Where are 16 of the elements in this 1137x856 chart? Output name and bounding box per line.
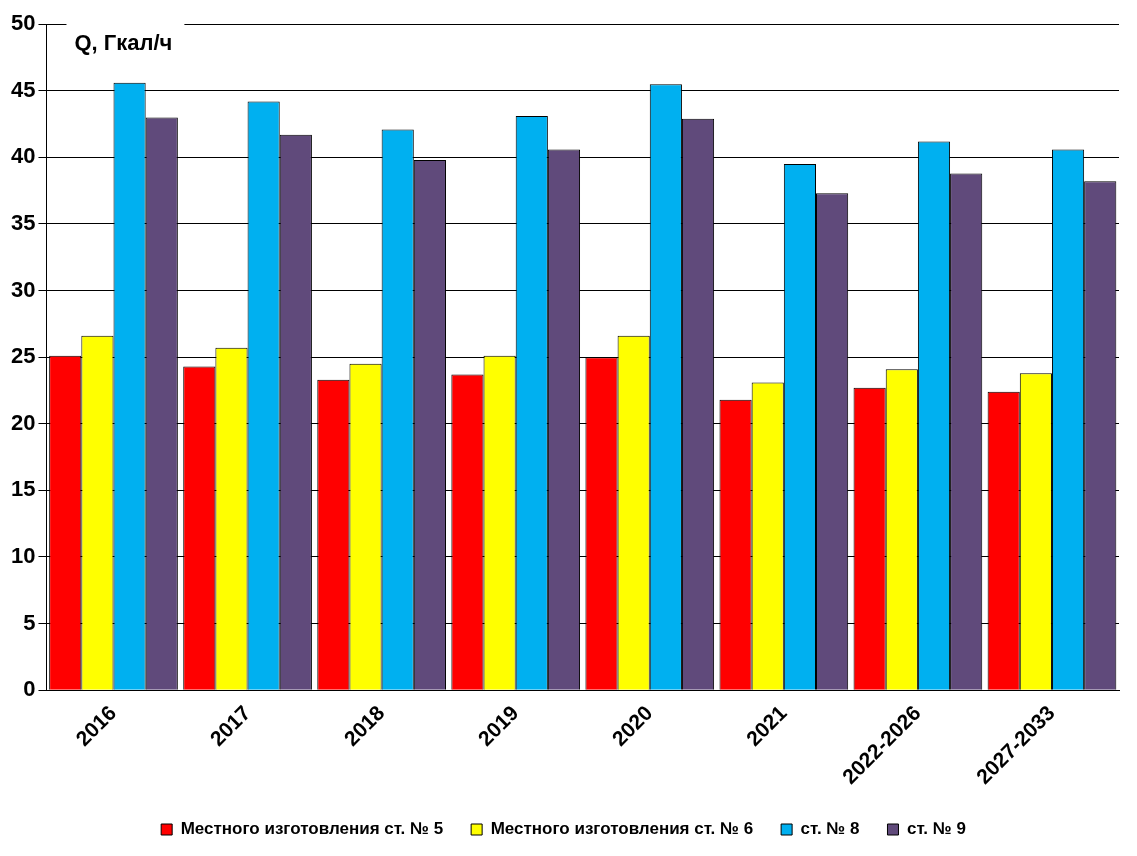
legend-label: Местного изготовления ст. № 5	[180, 819, 444, 839]
legend-label: ст. № 8	[800, 819, 860, 839]
y-tick-label: 45	[10, 76, 36, 102]
y-tick-label: 15	[10, 476, 36, 502]
y-tick-label: 30	[10, 276, 36, 302]
y-tick-label: 5	[23, 609, 36, 635]
y-tick-label: 10	[10, 543, 36, 569]
legend-label: Местного изготовления ст. № 6	[490, 819, 754, 839]
y-tick-label: 35	[10, 210, 36, 236]
y-tick-label: 50	[10, 10, 36, 36]
y-tick-label: 20	[10, 409, 36, 435]
y-tick-label: 25	[10, 343, 36, 369]
y-axis-title: Q, Гкал/ч	[74, 30, 173, 56]
y-tick-label: 0	[23, 676, 36, 702]
legend-label: ст. № 9	[906, 819, 966, 839]
y-tick-label: 40	[10, 143, 36, 169]
